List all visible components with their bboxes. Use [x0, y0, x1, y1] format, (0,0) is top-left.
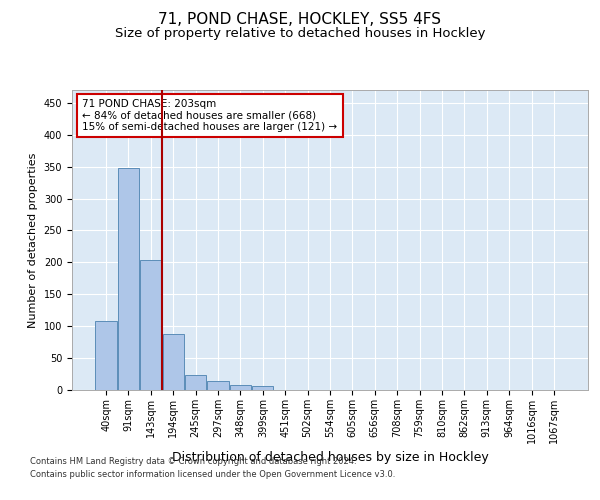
Bar — [140, 260, 161, 390]
Text: 71, POND CHASE, HOCKLEY, SS5 4FS: 71, POND CHASE, HOCKLEY, SS5 4FS — [158, 12, 442, 28]
Bar — [230, 385, 251, 390]
Text: 71 POND CHASE: 203sqm
← 84% of detached houses are smaller (668)
15% of semi-det: 71 POND CHASE: 203sqm ← 84% of detached … — [82, 99, 337, 132]
Bar — [95, 321, 117, 390]
Bar — [208, 381, 229, 390]
Y-axis label: Number of detached properties: Number of detached properties — [28, 152, 38, 328]
Text: Contains public sector information licensed under the Open Government Licence v3: Contains public sector information licen… — [30, 470, 395, 479]
Bar — [118, 168, 139, 390]
Bar — [163, 334, 184, 390]
Bar — [185, 376, 206, 390]
Text: Size of property relative to detached houses in Hockley: Size of property relative to detached ho… — [115, 28, 485, 40]
X-axis label: Distribution of detached houses by size in Hockley: Distribution of detached houses by size … — [172, 452, 488, 464]
Text: Contains HM Land Registry data © Crown copyright and database right 2024.: Contains HM Land Registry data © Crown c… — [30, 458, 356, 466]
Bar — [252, 386, 274, 390]
